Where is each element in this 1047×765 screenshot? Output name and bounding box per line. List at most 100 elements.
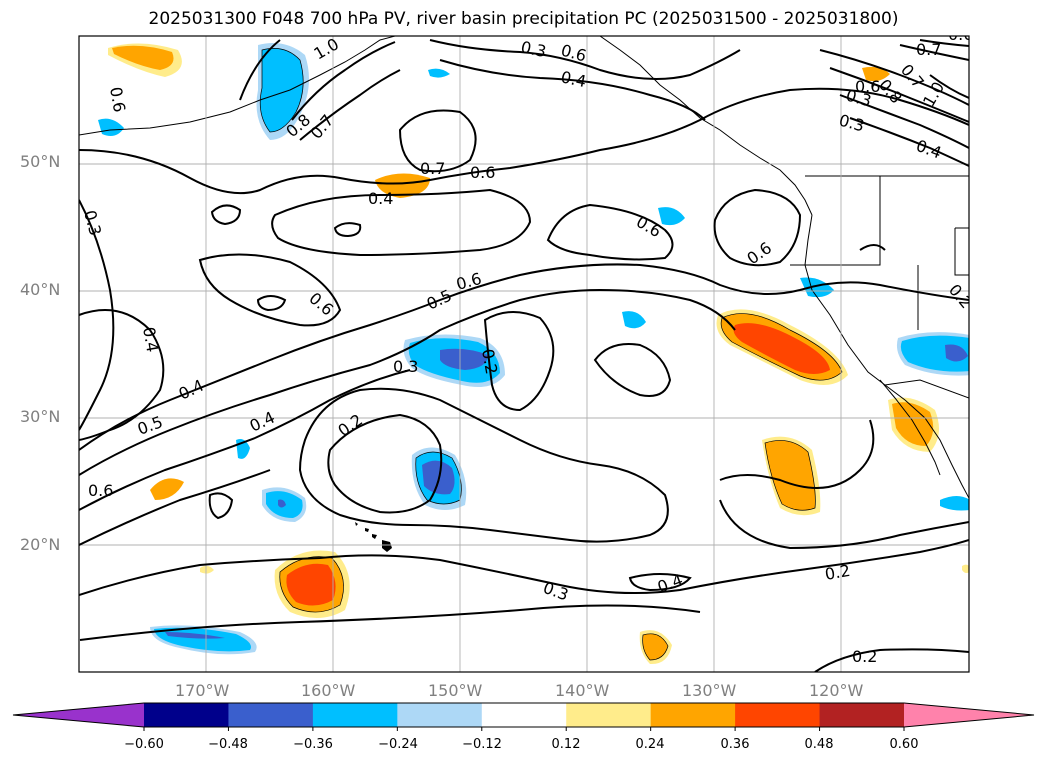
- colorbar-segment: [228, 703, 314, 727]
- pv-contour: [333, 222, 362, 238]
- precip-negative-area: [165, 632, 225, 639]
- pv-contour: [814, 648, 969, 672]
- pv-contour: [299, 69, 401, 141]
- pv-contour: [839, 94, 969, 149]
- pv-contour: [79, 309, 165, 441]
- precip-positive-area: [150, 478, 184, 500]
- precip-negative-area: [658, 207, 685, 226]
- pv-contours: [79, 39, 969, 672]
- pv-contour: [271, 188, 532, 257]
- pv-contour: [79, 604, 701, 641]
- baja-coast: [879, 379, 941, 476]
- hawaiian-island: [372, 534, 377, 539]
- precip-negative-area: [278, 499, 286, 508]
- contour-label: 0.3: [393, 357, 418, 376]
- colorbar-extend-high: [904, 703, 1034, 727]
- us-state-border: [790, 176, 881, 266]
- colorbar-tick-label: −0.12: [462, 737, 502, 752]
- pv-contour: [439, 59, 706, 121]
- map-frame: [78, 35, 970, 673]
- colorbar-tick-label: 0.36: [720, 737, 750, 752]
- precip-negative-area: [622, 311, 646, 329]
- precip-positive-area: [375, 173, 430, 198]
- precip-outline: [259, 48, 304, 133]
- alaska-coast: [79, 36, 396, 136]
- map-panel: 1.0 0.8 0.7 0.6 0.3 0.4 0.7 0.6 0.4 0.6 …: [79, 25, 973, 672]
- colorbar-tick-label: 0.24: [635, 737, 665, 752]
- precip-negative-area: [940, 496, 969, 511]
- precip-outline: [279, 556, 344, 613]
- pv-contour: [198, 253, 342, 327]
- colorbar-segment: [312, 703, 398, 727]
- colorbar-tick-label: −0.36: [293, 737, 333, 752]
- pv-contour: [79, 539, 969, 596]
- colorbar-segment: [650, 703, 736, 727]
- precip-outline: [764, 440, 816, 511]
- pv-contour: [291, 41, 396, 121]
- lon-label-160w: 160°W: [301, 681, 356, 700]
- coastlines: [79, 36, 969, 500]
- lon-label-150w: 150°W: [428, 681, 483, 700]
- graticule: [79, 36, 969, 672]
- north-america-west-coast: [804, 214, 969, 500]
- precip-positive-area: [286, 563, 336, 606]
- lat-label-20n: 20°N: [20, 535, 61, 554]
- pv-contour: [327, 413, 443, 514]
- contour-label: 0.7: [420, 159, 445, 178]
- pv-contour: [546, 203, 674, 261]
- hawaiian-island: [382, 540, 392, 552]
- pv-contour: [628, 573, 692, 592]
- pv-contour: [819, 49, 969, 106]
- pv-contour: [829, 67, 969, 123]
- lat-label-40n: 40°N: [20, 280, 61, 299]
- contour-label: 0.7: [916, 40, 941, 59]
- pv-contour: [298, 387, 669, 543]
- contour-label: 0.4: [368, 189, 393, 208]
- lat-label-30n: 30°N: [20, 407, 61, 426]
- contour-label: 0.6: [470, 163, 495, 182]
- pv-contour: [899, 44, 969, 61]
- us-mexico-border: [884, 379, 969, 399]
- pv-contour: [919, 39, 969, 47]
- colorbar-segment: [566, 703, 652, 727]
- precip-positive-area: [892, 402, 934, 446]
- hawaiian-island: [365, 528, 369, 532]
- pv-contour: [929, 74, 969, 99]
- pv-contour: [79, 87, 969, 195]
- contour-label: 0.6: [948, 25, 973, 44]
- pv-contour: [859, 244, 886, 251]
- colorbar-tick-label: 0.48: [804, 737, 834, 752]
- pv-contour: [398, 109, 477, 173]
- precip-outline: [720, 313, 843, 381]
- us-state-border: [954, 227, 969, 276]
- pv-contour: [79, 469, 271, 546]
- hawaiian-island: [355, 522, 358, 526]
- lon-label-140w: 140°W: [555, 681, 610, 700]
- pv-contour: [849, 117, 969, 167]
- precip-negative-area: [98, 118, 124, 136]
- islands: [355, 522, 392, 552]
- pv-contour: [79, 288, 736, 476]
- colorbar-tick-label: 0.60: [889, 737, 919, 752]
- pv-contour: [713, 188, 802, 267]
- pv-contour: [256, 295, 287, 312]
- precip-negative-area: [800, 277, 834, 298]
- lat-label-50n: 50°N: [20, 152, 61, 171]
- colorbar-extend-low: [13, 703, 144, 727]
- precip-positive-area: [200, 565, 214, 574]
- contour-label: 0.6: [855, 77, 880, 96]
- contour-label: 0.2: [478, 347, 501, 375]
- colorbar-tick-label: −0.60: [124, 737, 164, 752]
- precip-positive-area: [733, 323, 830, 374]
- contour-label: 0.4: [559, 67, 588, 91]
- precip-negative-area: [428, 68, 450, 78]
- precip-outline: [642, 633, 669, 661]
- map-title: 2025031300 F048 700 hPa PV, river basin …: [148, 9, 899, 29]
- contour-labels: 1.0 0.8 0.7 0.6 0.3 0.4 0.7 0.6 0.4 0.6 …: [80, 25, 973, 666]
- colorbar-segment: [481, 703, 567, 727]
- colorbar-segment: [144, 703, 229, 727]
- pv-contour: [239, 39, 281, 101]
- contour-label: 0.2: [852, 647, 877, 666]
- precip-positive-area: [862, 66, 890, 82]
